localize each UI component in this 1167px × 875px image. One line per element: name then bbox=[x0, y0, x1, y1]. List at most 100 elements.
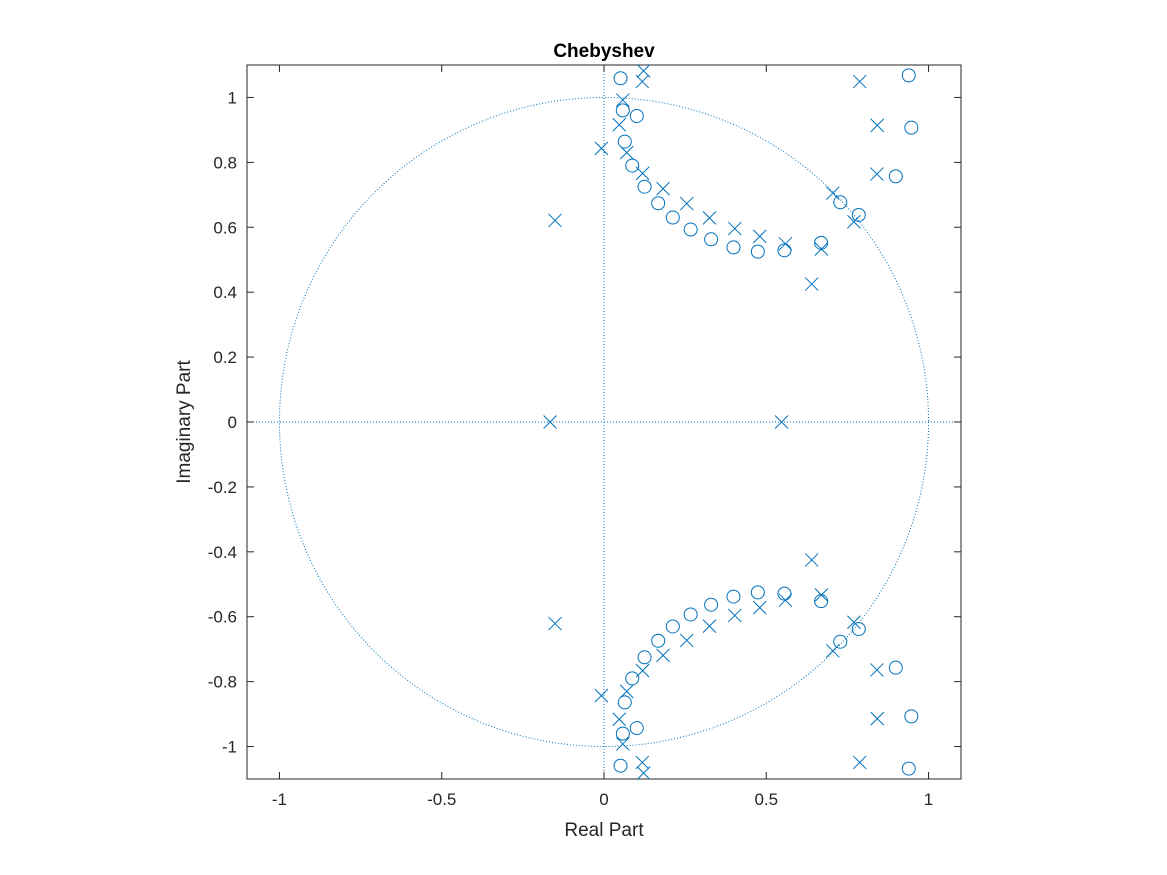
y-tick-label: -0.2 bbox=[208, 478, 237, 497]
zero-marker bbox=[625, 158, 640, 173]
pole-marker bbox=[635, 755, 650, 770]
pole-marker bbox=[752, 229, 767, 244]
pole-marker bbox=[612, 117, 627, 132]
pole-marker bbox=[615, 737, 630, 751]
pole-marker bbox=[679, 633, 694, 648]
pole-marker bbox=[548, 616, 562, 631]
zero-marker bbox=[901, 68, 916, 83]
pole-marker bbox=[774, 415, 789, 429]
pole-marker bbox=[852, 755, 867, 770]
pole-marker bbox=[804, 277, 819, 291]
y-tick-label: -0.8 bbox=[208, 673, 237, 692]
zero-marker bbox=[777, 586, 792, 601]
x-tick-label: 0 bbox=[599, 790, 608, 809]
axis-ticks: -1 -0.5 0 0.5 1 -1 -0.8 -0.6 -0.4 -0.2 0 0.2 0.4 0.6 0… bbox=[208, 65, 961, 809]
pole-marker bbox=[615, 93, 630, 107]
x-tick-label: 1 bbox=[924, 790, 933, 809]
zero-marker bbox=[683, 607, 698, 622]
zero-marker bbox=[851, 622, 866, 637]
y-tick-label: -0.6 bbox=[208, 608, 237, 627]
pole-marker bbox=[594, 688, 609, 703]
y-tick-label: -1 bbox=[222, 738, 237, 757]
reference-lines bbox=[247, 65, 961, 779]
zero-marker bbox=[904, 709, 919, 724]
x-tick-label: -0.5 bbox=[427, 790, 456, 809]
pole-marker bbox=[804, 553, 819, 567]
zero-marker bbox=[750, 244, 765, 259]
y-tick-label: -0.4 bbox=[208, 543, 237, 562]
pole-marker bbox=[870, 663, 884, 677]
zero-marker bbox=[704, 597, 719, 612]
zero-marker bbox=[888, 660, 903, 675]
pole-marker bbox=[814, 588, 829, 602]
pole-marker bbox=[635, 663, 650, 678]
zero-marker bbox=[888, 169, 903, 184]
pole-marker bbox=[619, 684, 634, 699]
y-tick-label: 0.6 bbox=[213, 218, 237, 237]
zero-marker bbox=[777, 243, 792, 258]
pole-marker bbox=[847, 615, 861, 630]
zero-marker bbox=[629, 721, 644, 736]
pole-marker bbox=[635, 166, 650, 181]
zero-marker bbox=[704, 232, 719, 247]
pole-marker bbox=[612, 712, 627, 727]
pole-marker bbox=[636, 63, 651, 78]
pole-marker bbox=[636, 766, 651, 781]
pole-marker bbox=[656, 648, 670, 663]
pole-marker bbox=[727, 221, 742, 236]
x-tick-label: -1 bbox=[272, 790, 287, 809]
zero-marker bbox=[629, 108, 644, 123]
pole-marker bbox=[635, 74, 650, 89]
chart-title: Chebyshev bbox=[553, 41, 655, 62]
pole-marker bbox=[679, 196, 694, 211]
pole-marker bbox=[814, 242, 829, 256]
zero-marker bbox=[615, 103, 630, 118]
pole-marker bbox=[543, 415, 557, 429]
zero-marker bbox=[625, 671, 640, 686]
y-tick-label: 0.8 bbox=[213, 153, 237, 172]
x-tick-label: 0.5 bbox=[754, 790, 778, 809]
pole-marker bbox=[619, 145, 634, 160]
zero-marker bbox=[904, 120, 919, 135]
zero-marker bbox=[833, 634, 848, 649]
y-axis-label: Imaginary Part bbox=[174, 360, 195, 484]
y-tick-label: 0.2 bbox=[213, 348, 237, 367]
zero-marker bbox=[665, 210, 680, 225]
pole-marker bbox=[870, 118, 885, 133]
x-axis-label: Real Part bbox=[564, 820, 644, 841]
zero-marker bbox=[613, 71, 628, 86]
pole-marker bbox=[847, 214, 861, 229]
zero-marker bbox=[651, 633, 666, 648]
zero-marker bbox=[651, 196, 666, 211]
zero-marker bbox=[683, 222, 698, 237]
zero-marker bbox=[637, 179, 652, 194]
pole-marker bbox=[548, 213, 562, 228]
zero-marker bbox=[613, 758, 628, 773]
y-tick-label: 0.4 bbox=[213, 283, 237, 302]
zero-marker bbox=[615, 726, 630, 741]
pole-marker bbox=[778, 593, 793, 608]
zero-marker bbox=[750, 585, 765, 600]
pole-marker bbox=[778, 236, 793, 251]
pole-marker bbox=[702, 211, 717, 225]
pole-marker bbox=[825, 643, 840, 658]
pole-marker bbox=[852, 74, 867, 89]
pole-marker bbox=[825, 186, 840, 201]
zero-marker bbox=[851, 207, 866, 222]
zero-marker bbox=[637, 650, 652, 665]
zero-marker bbox=[665, 619, 680, 634]
pole-marker bbox=[702, 619, 717, 633]
zero-marker bbox=[901, 761, 916, 776]
zero-marker bbox=[833, 195, 848, 210]
zero-marker bbox=[726, 240, 741, 255]
pole-marker bbox=[656, 181, 670, 196]
y-tick-label: 1 bbox=[228, 88, 237, 107]
y-tick-label: 0 bbox=[228, 413, 237, 432]
zero-marker bbox=[726, 589, 741, 604]
markers bbox=[543, 63, 919, 781]
pole-marker bbox=[727, 608, 742, 623]
zero-marker bbox=[617, 134, 632, 149]
pole-marker bbox=[870, 167, 884, 181]
zero-marker bbox=[617, 695, 632, 710]
